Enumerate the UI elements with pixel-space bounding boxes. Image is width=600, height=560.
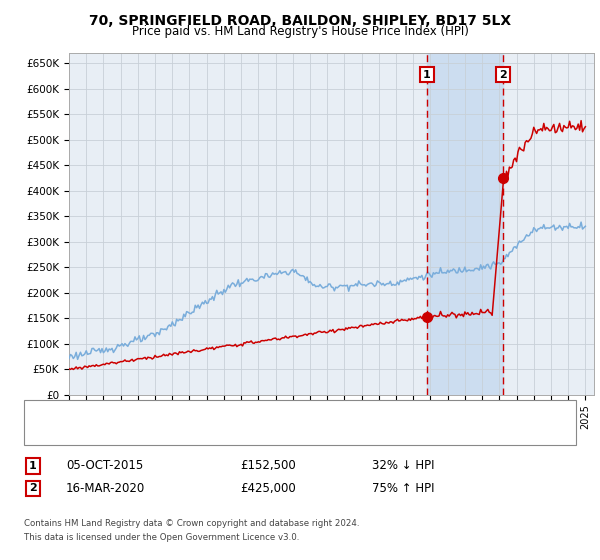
Text: 2: 2 [499,69,507,80]
Text: This data is licensed under the Open Government Licence v3.0.: This data is licensed under the Open Gov… [24,533,299,542]
Text: —————: ————— [42,428,104,442]
Text: 32% ↓ HPI: 32% ↓ HPI [372,459,434,473]
Text: 1: 1 [423,69,431,80]
Text: £425,000: £425,000 [240,482,296,495]
Text: 05-OCT-2015: 05-OCT-2015 [66,459,143,473]
Text: Price paid vs. HM Land Registry's House Price Index (HPI): Price paid vs. HM Land Registry's House … [131,25,469,38]
Text: 75% ↑ HPI: 75% ↑ HPI [372,482,434,495]
Text: 2: 2 [29,483,37,493]
Text: HPI: Average price, detached house, Bradford: HPI: Average price, detached house, Brad… [105,430,343,440]
Text: 1: 1 [29,461,37,471]
Bar [427,53,503,395]
Text: 16-MAR-2020: 16-MAR-2020 [66,482,145,495]
Text: £152,500: £152,500 [240,459,296,473]
Text: —————: ————— [42,400,104,414]
Text: Contains HM Land Registry data © Crown copyright and database right 2024.: Contains HM Land Registry data © Crown c… [24,519,359,528]
Text: 70, SPRINGFIELD ROAD, BAILDON, SHIPLEY, BD17 5LX (detached house): 70, SPRINGFIELD ROAD, BAILDON, SHIPLEY, … [105,402,481,412]
Text: 70, SPRINGFIELD ROAD, BAILDON, SHIPLEY, BD17 5LX: 70, SPRINGFIELD ROAD, BAILDON, SHIPLEY, … [89,14,511,28]
